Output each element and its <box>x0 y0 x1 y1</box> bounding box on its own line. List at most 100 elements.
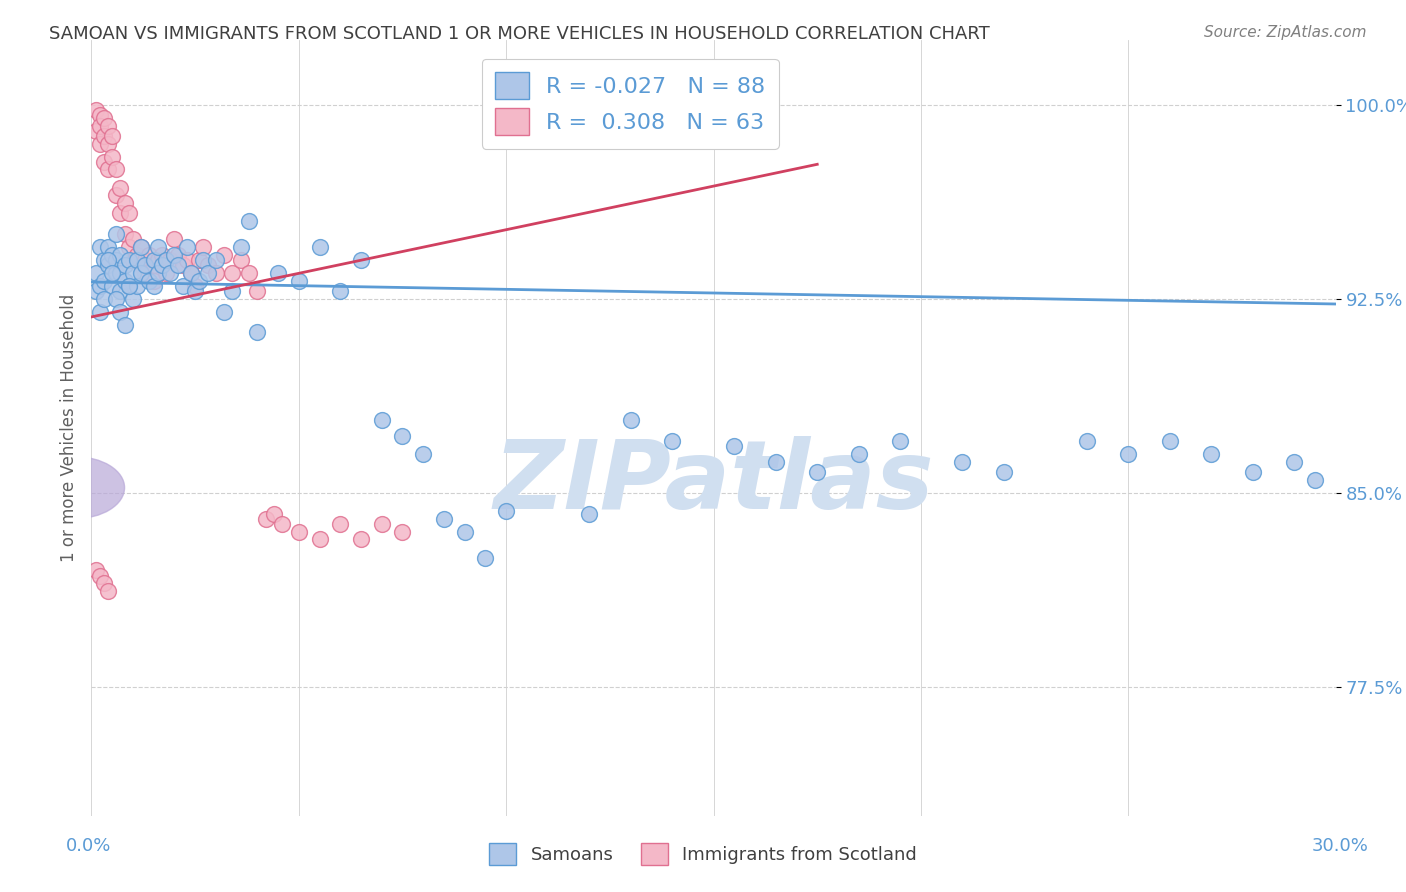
Point <box>138 248 160 262</box>
Point <box>129 240 152 254</box>
Text: Source: ZipAtlas.com: Source: ZipAtlas.com <box>1204 25 1367 40</box>
Point <box>263 507 285 521</box>
Point <box>212 248 235 262</box>
Point <box>271 516 294 531</box>
Point <box>308 240 330 254</box>
Point <box>391 429 413 443</box>
Point <box>176 253 198 268</box>
Point <box>350 253 373 268</box>
Point <box>308 533 330 547</box>
Point <box>93 292 115 306</box>
Point <box>1201 447 1223 461</box>
Point <box>155 266 177 280</box>
Text: SAMOAN VS IMMIGRANTS FROM SCOTLAND 1 OR MORE VEHICLES IN HOUSEHOLD CORRELATION C: SAMOAN VS IMMIGRANTS FROM SCOTLAND 1 OR … <box>49 25 990 43</box>
Point <box>197 266 219 280</box>
Point <box>93 154 115 169</box>
Point <box>619 413 641 427</box>
Point <box>661 434 683 449</box>
Point <box>114 318 136 332</box>
Point <box>84 103 107 117</box>
Point <box>105 253 128 268</box>
Point <box>184 278 207 293</box>
Point <box>101 149 124 163</box>
Point <box>433 511 456 525</box>
Point <box>221 266 243 280</box>
Point <box>129 258 152 272</box>
Point <box>105 266 128 280</box>
Point <box>155 253 177 268</box>
Point <box>84 564 107 578</box>
Point <box>110 304 132 318</box>
Point <box>495 504 517 518</box>
Point <box>889 434 911 449</box>
Point <box>167 258 190 272</box>
Point <box>246 326 269 340</box>
Point <box>371 413 394 427</box>
Text: 30.0%: 30.0% <box>1312 837 1368 855</box>
Point <box>193 253 215 268</box>
Point <box>93 274 115 288</box>
Point <box>125 278 148 293</box>
Point <box>134 258 156 272</box>
Point <box>93 128 115 143</box>
Point <box>205 266 228 280</box>
Point <box>150 258 173 272</box>
Point <box>118 206 141 220</box>
Point <box>371 516 394 531</box>
Point <box>97 258 120 272</box>
Point <box>121 266 145 280</box>
Point <box>205 253 228 268</box>
Point <box>129 240 152 254</box>
Point <box>142 253 165 268</box>
Point <box>89 108 111 122</box>
Point <box>163 232 186 246</box>
Point <box>125 248 148 262</box>
Point <box>806 465 828 479</box>
Point <box>97 584 120 599</box>
Point <box>146 266 169 280</box>
Point <box>89 136 111 151</box>
Point <box>950 455 973 469</box>
Point <box>105 227 128 242</box>
Point <box>118 253 141 268</box>
Point <box>329 516 352 531</box>
Point <box>578 507 600 521</box>
Point <box>1303 473 1326 487</box>
Point <box>287 274 309 288</box>
Point <box>110 206 132 220</box>
Point <box>114 196 136 211</box>
Point <box>121 292 145 306</box>
Point <box>142 258 165 272</box>
Point <box>246 284 269 298</box>
Legend: Samoans, Immigrants from Scotland: Samoans, Immigrants from Scotland <box>482 836 924 872</box>
Point <box>229 253 252 268</box>
Point <box>184 284 207 298</box>
Point <box>453 524 475 539</box>
Point <box>536 108 558 122</box>
Point <box>97 119 120 133</box>
Point <box>1282 455 1305 469</box>
Point <box>167 248 190 262</box>
Point <box>101 266 124 280</box>
Point <box>176 240 198 254</box>
Point <box>97 253 120 268</box>
Point <box>89 119 111 133</box>
Point <box>118 240 141 254</box>
Point <box>84 123 107 137</box>
Point <box>114 258 136 272</box>
Point <box>287 524 309 539</box>
Point <box>329 284 352 298</box>
Point <box>188 253 211 268</box>
Point <box>110 248 132 262</box>
Point <box>159 253 181 268</box>
Point <box>110 180 132 194</box>
Point <box>159 266 181 280</box>
Point <box>765 455 787 469</box>
Point <box>163 248 186 262</box>
Point <box>114 227 136 242</box>
Point <box>146 253 169 268</box>
Point <box>993 465 1015 479</box>
Point <box>89 240 111 254</box>
Point <box>197 258 219 272</box>
Point <box>89 304 111 318</box>
